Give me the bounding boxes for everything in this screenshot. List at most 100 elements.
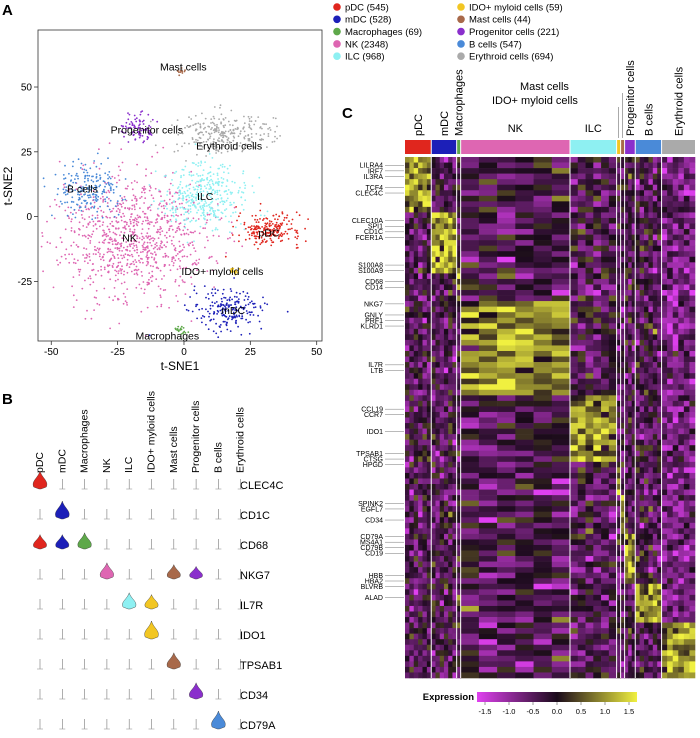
- heatmap-cell: [639, 395, 645, 402]
- tsne-point: [110, 250, 112, 253]
- tsne-point: [216, 203, 219, 205]
- heatmap-cell: [683, 295, 690, 302]
- tsne-point: [180, 333, 183, 335]
- tsne-point: [257, 116, 260, 118]
- heatmap-cell: [418, 389, 423, 396]
- heatmap-cell: [460, 328, 480, 335]
- heatmap-cell: [439, 367, 445, 374]
- heatmap-cell: [601, 334, 610, 341]
- heatmap-row: [405, 234, 696, 241]
- tsne-point: [297, 235, 299, 238]
- tsne-point: [273, 234, 276, 237]
- tsne-point: [185, 232, 188, 235]
- heatmap-cell: [443, 350, 449, 357]
- heatmap-cell: [413, 423, 419, 429]
- heatmap-cell: [593, 157, 602, 163]
- tsne-point: [133, 249, 136, 252]
- heatmap-cell: [648, 245, 654, 252]
- heatmap-cell: [667, 256, 674, 263]
- heatmap-cell: [639, 184, 645, 191]
- heatmap-cell: [439, 378, 445, 385]
- tsne-point: [212, 183, 215, 186]
- tsne-point: [180, 67, 183, 69]
- heatmap-cell: [628, 162, 632, 169]
- tsne-point: [143, 202, 146, 204]
- tsne-point: [99, 174, 101, 177]
- heatmap-cell: [608, 417, 617, 424]
- tsne-point: [174, 209, 177, 212]
- heatmap-cell: [478, 240, 498, 246]
- tsne-point: [211, 301, 214, 304]
- heatmap-cell: [593, 450, 602, 457]
- heatmap-cell: [644, 251, 649, 258]
- tsne-point: [307, 218, 309, 221]
- heatmap-cell: [683, 411, 690, 418]
- tsne-point: [165, 203, 168, 206]
- tsne-point: [148, 334, 151, 336]
- heatmap-cell: [431, 378, 436, 385]
- tsne-point: [99, 197, 102, 200]
- heatmap-cell: [431, 334, 436, 341]
- heatmap-cell: [515, 395, 534, 402]
- heatmap-cell: [551, 306, 571, 313]
- heatmap-cell: [439, 339, 445, 346]
- heatmap-cell: [570, 445, 579, 452]
- heatmap-cell: [431, 223, 436, 230]
- heatmap-cell: [413, 389, 419, 396]
- heatmap-cell: [409, 217, 415, 224]
- tsne-point: [210, 201, 212, 204]
- tsne-point: [224, 130, 227, 133]
- tsne-point: [168, 306, 171, 309]
- heatmap-cell: [608, 240, 617, 246]
- heatmap-cell: [443, 417, 449, 424]
- tsne-point: [148, 184, 151, 186]
- tsne-point: [103, 253, 105, 256]
- heatmap-cell: [570, 411, 579, 418]
- tsne-point: [111, 240, 114, 243]
- heatmap-cell: [678, 334, 685, 341]
- tsne-point: [72, 261, 75, 264]
- heatmap-cell: [443, 223, 449, 230]
- heatmap-cell: [678, 173, 685, 180]
- heatmap-cell: [431, 278, 436, 285]
- heatmap-cell: [628, 328, 632, 335]
- heatmap-cell: [661, 445, 668, 452]
- tsne-point: [123, 226, 126, 229]
- heatmap-cell: [413, 162, 419, 169]
- heatmap-cell: [515, 240, 534, 246]
- heatmap-cell: [689, 168, 696, 174]
- tsne-point: [156, 213, 159, 216]
- cluster-macrophages: [174, 325, 190, 340]
- heatmap-cell: [439, 356, 445, 363]
- tsne-point: [243, 223, 246, 226]
- heatmap-cell: [435, 256, 441, 263]
- tsne-point: [111, 266, 114, 268]
- heatmap-cell: [577, 362, 586, 368]
- heatmap-cell: [672, 273, 679, 280]
- heatmap-cell: [460, 179, 480, 186]
- heatmap-cell: [661, 217, 668, 224]
- heatmap-cell: [478, 328, 498, 335]
- tsne-point: [121, 237, 124, 240]
- heatmap-cell: [661, 450, 668, 457]
- tsne-point: [142, 189, 145, 192]
- tsne-point: [117, 257, 120, 259]
- heatmap-cell: [448, 157, 453, 163]
- violin-shape: [55, 500, 70, 520]
- heatmap-cell: [683, 323, 690, 330]
- tsne-point: [254, 227, 256, 230]
- tsne-point: [242, 208, 245, 211]
- heatmap-cell: [413, 256, 419, 263]
- tsne-point: [113, 177, 116, 179]
- heatmap-cell: [639, 384, 645, 391]
- tsne-point: [160, 305, 163, 308]
- heatmap-cell: [593, 184, 602, 191]
- tsne-point: [286, 223, 288, 226]
- tsne-point: [185, 201, 188, 204]
- heatmap-cell: [639, 350, 645, 357]
- tsne-point: [222, 307, 224, 310]
- tsne-point: [202, 214, 205, 217]
- heatmap-cell: [635, 195, 640, 202]
